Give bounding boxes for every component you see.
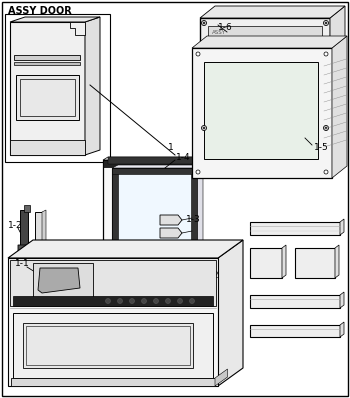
Circle shape [323, 21, 329, 25]
Polygon shape [200, 18, 330, 133]
Polygon shape [295, 248, 335, 278]
Circle shape [141, 298, 147, 304]
Polygon shape [250, 248, 282, 278]
Polygon shape [103, 157, 200, 160]
Text: 1-4: 1-4 [176, 152, 191, 162]
Text: 1-2: 1-2 [8, 220, 23, 230]
Bar [5, 14, 110, 162]
Circle shape [189, 298, 195, 304]
Circle shape [323, 125, 329, 131]
Polygon shape [108, 157, 200, 164]
Polygon shape [112, 174, 118, 283]
Polygon shape [13, 296, 213, 306]
Bar [208, 26, 322, 36]
Polygon shape [70, 22, 85, 35]
Polygon shape [160, 228, 182, 238]
Circle shape [203, 22, 205, 24]
Bar [23, 323, 193, 368]
Circle shape [325, 22, 327, 24]
Circle shape [154, 298, 159, 304]
Polygon shape [16, 75, 79, 120]
Polygon shape [103, 160, 195, 285]
Bar [26, 326, 190, 365]
Circle shape [177, 298, 182, 304]
Polygon shape [10, 22, 85, 155]
Polygon shape [11, 378, 215, 386]
Bar [214, 40, 316, 119]
Polygon shape [85, 17, 100, 155]
Bar [13, 313, 213, 378]
Polygon shape [192, 48, 332, 178]
Polygon shape [10, 140, 85, 155]
Polygon shape [42, 210, 46, 255]
Circle shape [203, 127, 205, 129]
Polygon shape [38, 268, 80, 293]
Polygon shape [192, 36, 347, 48]
Polygon shape [14, 62, 80, 65]
Bar [204, 62, 318, 159]
Circle shape [118, 298, 122, 304]
Polygon shape [10, 17, 100, 22]
Text: 1-5: 1-5 [314, 144, 329, 152]
Polygon shape [340, 219, 344, 235]
Polygon shape [335, 245, 339, 278]
Polygon shape [282, 245, 286, 278]
Circle shape [130, 298, 134, 304]
Polygon shape [195, 255, 202, 290]
Polygon shape [193, 285, 204, 295]
Text: 1: 1 [168, 144, 174, 152]
Polygon shape [112, 168, 197, 174]
Polygon shape [10, 260, 216, 306]
Polygon shape [330, 6, 345, 133]
Polygon shape [112, 168, 197, 283]
Circle shape [196, 170, 200, 174]
Circle shape [324, 170, 328, 174]
Polygon shape [218, 240, 243, 386]
Circle shape [325, 127, 327, 129]
Bar [212, 38, 318, 121]
Polygon shape [112, 165, 203, 168]
Text: ASSY: ASSY [212, 29, 226, 35]
Circle shape [324, 52, 328, 56]
Polygon shape [340, 322, 344, 337]
Polygon shape [103, 160, 195, 167]
Text: 1-6: 1-6 [218, 23, 233, 33]
Text: 1-2: 1-2 [205, 271, 220, 279]
Polygon shape [200, 6, 345, 18]
Polygon shape [215, 369, 228, 386]
Polygon shape [193, 250, 204, 258]
Circle shape [196, 52, 200, 56]
Polygon shape [8, 258, 218, 386]
Text: ASSY DOOR: ASSY DOOR [8, 6, 72, 16]
Polygon shape [197, 165, 203, 283]
Circle shape [166, 298, 170, 304]
Polygon shape [191, 174, 197, 283]
Polygon shape [24, 205, 30, 212]
Polygon shape [250, 222, 340, 235]
Polygon shape [332, 36, 347, 178]
Polygon shape [250, 325, 340, 337]
Text: 1-3: 1-3 [186, 215, 201, 224]
Polygon shape [340, 292, 344, 308]
Circle shape [202, 21, 206, 25]
Circle shape [105, 298, 111, 304]
Polygon shape [8, 240, 243, 258]
Polygon shape [250, 295, 340, 308]
Polygon shape [160, 215, 182, 225]
Circle shape [202, 125, 206, 131]
Polygon shape [35, 212, 42, 255]
Polygon shape [195, 157, 200, 285]
Text: 1-1: 1-1 [15, 259, 30, 269]
Polygon shape [18, 245, 28, 258]
Polygon shape [20, 210, 28, 250]
Polygon shape [14, 55, 80, 60]
Bar [33, 263, 93, 301]
